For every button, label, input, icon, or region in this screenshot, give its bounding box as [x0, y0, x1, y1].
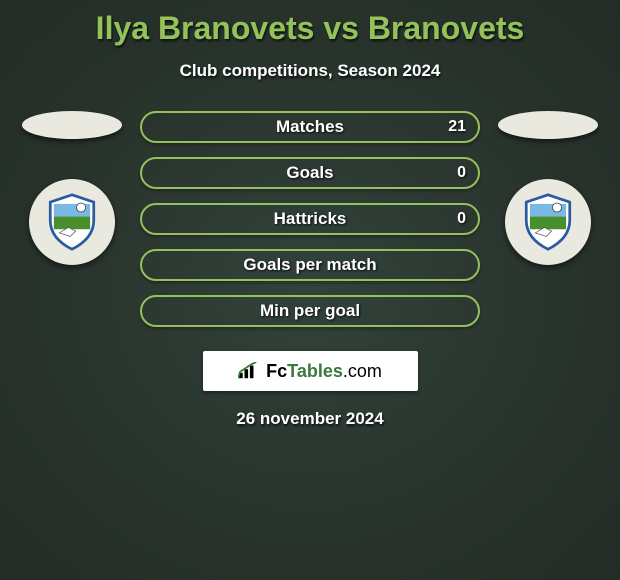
brand-text: Fc Tables .com [266, 361, 382, 382]
brand-inner: Fc Tables .com [238, 361, 382, 382]
right-player-crest [505, 179, 591, 265]
bar-goals-right: 0 [457, 159, 466, 187]
shield-crest-icon [519, 193, 577, 251]
stat-bars: Matches 21 Goals 0 Hattricks 0 Goals per… [140, 111, 480, 327]
bar-hattricks: Hattricks 0 [140, 203, 480, 235]
right-player-column [498, 111, 598, 327]
right-player-name-oval [498, 111, 598, 139]
bar-hattricks-right: 0 [457, 205, 466, 233]
shield-crest-icon [43, 193, 101, 251]
bar-goals-label: Goals [286, 163, 333, 183]
brand-fc: Fc [266, 361, 287, 382]
bar-gpm-label: Goals per match [243, 255, 376, 275]
bar-matches-label: Matches [276, 117, 344, 137]
bar-goals-per-match: Goals per match [140, 249, 480, 281]
brand-box[interactable]: Fc Tables .com [203, 351, 418, 391]
stats-area: Matches 21 Goals 0 Hattricks 0 Goals per… [0, 111, 620, 327]
comparison-card: Ilya Branovets vs Branovets Club competi… [0, 0, 620, 429]
subtitle: Club competitions, Season 2024 [180, 61, 441, 81]
bar-mpg-label: Min per goal [260, 301, 360, 321]
bar-goals: Goals 0 [140, 157, 480, 189]
bar-min-per-goal: Min per goal [140, 295, 480, 327]
bar-hattricks-label: Hattricks [274, 209, 347, 229]
bar-matches-right: 21 [448, 113, 466, 141]
brand-com: .com [343, 361, 382, 382]
bar-chart-icon [238, 362, 260, 380]
left-player-name-oval [22, 111, 122, 139]
bar-matches: Matches 21 [140, 111, 480, 143]
left-player-column [22, 111, 122, 327]
date: 26 november 2024 [236, 409, 383, 429]
brand-tables: Tables [287, 361, 343, 382]
left-player-crest [29, 179, 115, 265]
page-title: Ilya Branovets vs Branovets [96, 10, 525, 47]
